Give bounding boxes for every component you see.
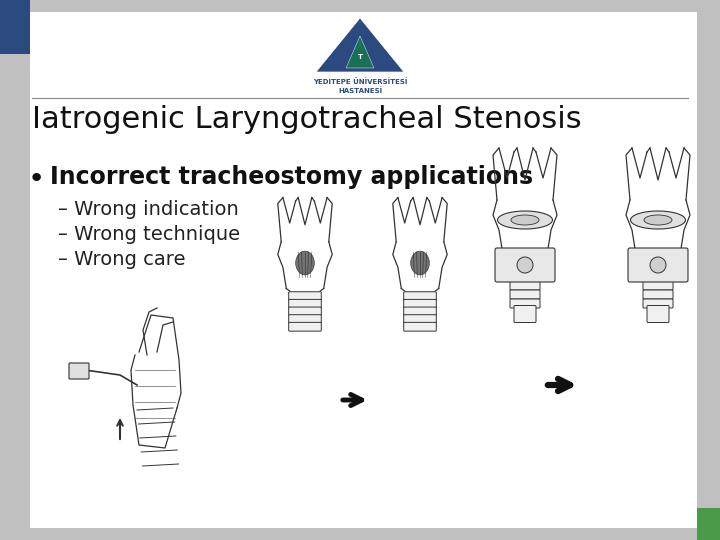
- Text: Iatrogenic Laryngotracheal Stenosis: Iatrogenic Laryngotracheal Stenosis: [32, 105, 582, 134]
- FancyBboxPatch shape: [510, 299, 540, 308]
- FancyBboxPatch shape: [289, 292, 321, 301]
- FancyBboxPatch shape: [404, 315, 436, 323]
- Circle shape: [517, 257, 533, 273]
- Text: Incorrect tracheostomy applications: Incorrect tracheostomy applications: [50, 165, 533, 189]
- Text: – Wrong technique: – Wrong technique: [58, 225, 240, 244]
- FancyBboxPatch shape: [628, 248, 688, 282]
- Ellipse shape: [498, 211, 552, 229]
- FancyBboxPatch shape: [404, 307, 436, 316]
- FancyBboxPatch shape: [510, 290, 540, 299]
- Text: – Wrong indication: – Wrong indication: [58, 200, 239, 219]
- Ellipse shape: [644, 215, 672, 225]
- FancyBboxPatch shape: [289, 315, 321, 323]
- FancyBboxPatch shape: [404, 292, 436, 301]
- Polygon shape: [346, 36, 374, 68]
- FancyBboxPatch shape: [69, 363, 89, 379]
- Text: •: •: [28, 165, 45, 193]
- FancyBboxPatch shape: [289, 307, 321, 316]
- Circle shape: [650, 257, 666, 273]
- Text: YEDITEPE ÜNİVERSİTESİ: YEDITEPE ÜNİVERSİTESİ: [312, 78, 408, 85]
- FancyBboxPatch shape: [289, 299, 321, 308]
- FancyBboxPatch shape: [404, 299, 436, 308]
- Ellipse shape: [511, 215, 539, 225]
- FancyBboxPatch shape: [404, 322, 436, 331]
- FancyBboxPatch shape: [495, 248, 555, 282]
- Ellipse shape: [296, 251, 315, 275]
- FancyBboxPatch shape: [647, 306, 669, 322]
- FancyBboxPatch shape: [514, 306, 536, 322]
- FancyBboxPatch shape: [643, 299, 673, 308]
- Text: – Wrong care: – Wrong care: [58, 250, 186, 269]
- Polygon shape: [316, 18, 404, 72]
- FancyBboxPatch shape: [289, 322, 321, 331]
- Ellipse shape: [410, 251, 429, 275]
- Text: T: T: [358, 54, 362, 60]
- Text: HASTANESİ: HASTANESİ: [338, 87, 382, 94]
- FancyBboxPatch shape: [510, 281, 540, 290]
- FancyBboxPatch shape: [643, 290, 673, 299]
- FancyBboxPatch shape: [643, 281, 673, 290]
- Ellipse shape: [631, 211, 685, 229]
